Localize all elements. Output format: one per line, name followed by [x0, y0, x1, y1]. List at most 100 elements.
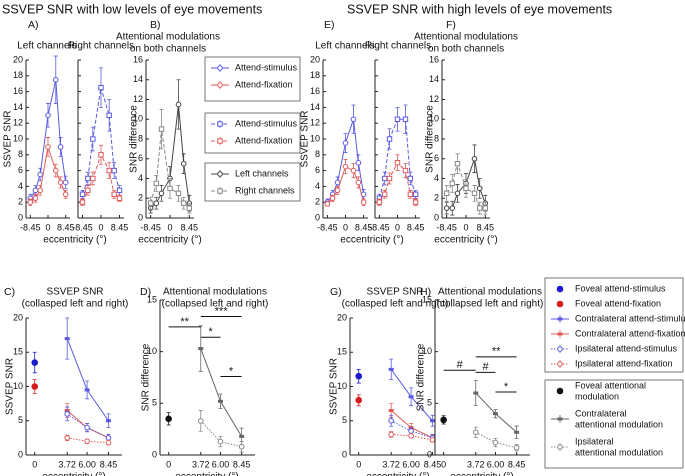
y-tick-label: 5	[427, 398, 432, 408]
y-tick-label: 0	[315, 212, 320, 222]
y-tick-label: 12	[13, 118, 23, 128]
marker	[472, 429, 479, 436]
marker	[111, 167, 117, 174]
panel-label: A)	[28, 19, 39, 31]
marker	[217, 121, 223, 127]
marker	[329, 195, 336, 202]
y-tick-label: 0	[18, 212, 23, 222]
marker	[355, 179, 362, 186]
y-tick-label: 20	[337, 312, 347, 322]
marker	[45, 112, 51, 119]
marker	[463, 185, 469, 192]
marker	[394, 116, 401, 122]
y-tick-label: 14	[429, 74, 439, 84]
marker	[32, 195, 39, 202]
marker	[37, 187, 44, 194]
marker	[165, 415, 172, 423]
x-tick-label: 8.45	[508, 459, 526, 469]
x-axis-label: eccentricity (°)	[450, 472, 513, 476]
marker	[402, 116, 409, 122]
marker	[62, 179, 69, 186]
y-axis-label: SSVEP SNR	[329, 358, 340, 415]
marker	[407, 175, 414, 182]
y-tick-label: 12	[133, 94, 143, 104]
marker	[32, 187, 39, 194]
y-tick-label: 12	[310, 118, 320, 128]
marker	[85, 175, 91, 182]
y-tick-label: 0	[152, 449, 157, 459]
marker	[79, 191, 86, 198]
marker	[477, 205, 483, 211]
series-line	[66, 410, 109, 439]
chart-title: (collasped left and right)	[22, 299, 129, 310]
y-tick-label: 8	[138, 133, 143, 143]
chart-title: Attentional modulations	[438, 287, 542, 298]
y-tick-label: 20	[13, 312, 23, 322]
marker	[386, 175, 393, 182]
x-tick-label: 6.00	[402, 459, 420, 469]
marker	[98, 84, 104, 91]
y-tick-label: 0	[18, 449, 23, 459]
marker	[147, 200, 154, 206]
marker	[408, 433, 414, 439]
marker	[557, 361, 563, 367]
chart-title: Right channels	[365, 41, 431, 52]
y-tick-label: 16	[310, 86, 320, 96]
series-line	[66, 338, 109, 422]
y-tick-label: 5	[152, 398, 157, 408]
marker	[116, 195, 123, 201]
marker	[175, 101, 182, 108]
legend-label: Left channels	[235, 168, 289, 178]
y-tick-label: 2	[434, 193, 439, 203]
series-line	[391, 433, 433, 441]
chart: -8.45 0 8.45 Right channels	[68, 41, 134, 233]
marker	[412, 199, 419, 205]
significance-label: *	[229, 365, 234, 377]
y-tick-label: 10	[422, 346, 432, 356]
y-axis-label: SSVEP SNR	[5, 358, 16, 415]
legend-box	[544, 277, 684, 373]
marker	[443, 190, 450, 197]
x-tick-label: 8.45	[57, 222, 75, 232]
y-tick-label: 0	[342, 449, 347, 459]
x-tick-label: 6.00	[487, 459, 505, 469]
panel-label: G)	[330, 286, 342, 298]
legend-label: Foveal attend-stimulus	[575, 283, 666, 293]
y-tick-label: 5	[18, 415, 23, 425]
marker	[79, 199, 86, 205]
heading: SSVEP SNR with high levels of eye moveme…	[347, 2, 612, 16]
y-tick-label: 6	[315, 165, 320, 175]
x-tick-label: 8.45	[424, 459, 442, 469]
x-tick-label: 0	[441, 459, 446, 469]
legend-label: attentional modulation	[575, 447, 663, 457]
y-tick-label: 15	[147, 294, 157, 304]
y-tick-label: 15	[13, 347, 23, 357]
marker	[158, 190, 165, 197]
marker	[106, 112, 112, 118]
x-axis-label: eccentricity (°)	[42, 472, 105, 476]
legend: Attend-stimulus Attend-fixation	[204, 56, 301, 102]
marker	[394, 160, 401, 166]
marker	[238, 443, 245, 450]
chart-title: Right channels	[68, 41, 134, 52]
significance-label: **	[492, 346, 501, 358]
y-tick-label: 10	[429, 114, 439, 124]
marker	[31, 383, 39, 390]
y-tick-label: 12	[429, 94, 439, 104]
y-tick-label: 4	[138, 173, 143, 183]
y-tick-label: 10	[337, 381, 347, 391]
marker	[355, 159, 362, 166]
chart-title: Left channels	[315, 41, 375, 52]
y-tick-label: 15	[422, 294, 432, 304]
x-tick-label: 3.72	[467, 459, 485, 469]
x-tick-label: 0	[167, 222, 172, 232]
marker	[52, 76, 59, 83]
marker	[37, 171, 44, 178]
legend-label: attentional modulation	[575, 419, 663, 429]
marker	[449, 180, 455, 187]
x-axis-label: eccentricity (°)	[434, 235, 497, 246]
legend-label: Foveal attend-fixation	[575, 298, 661, 308]
